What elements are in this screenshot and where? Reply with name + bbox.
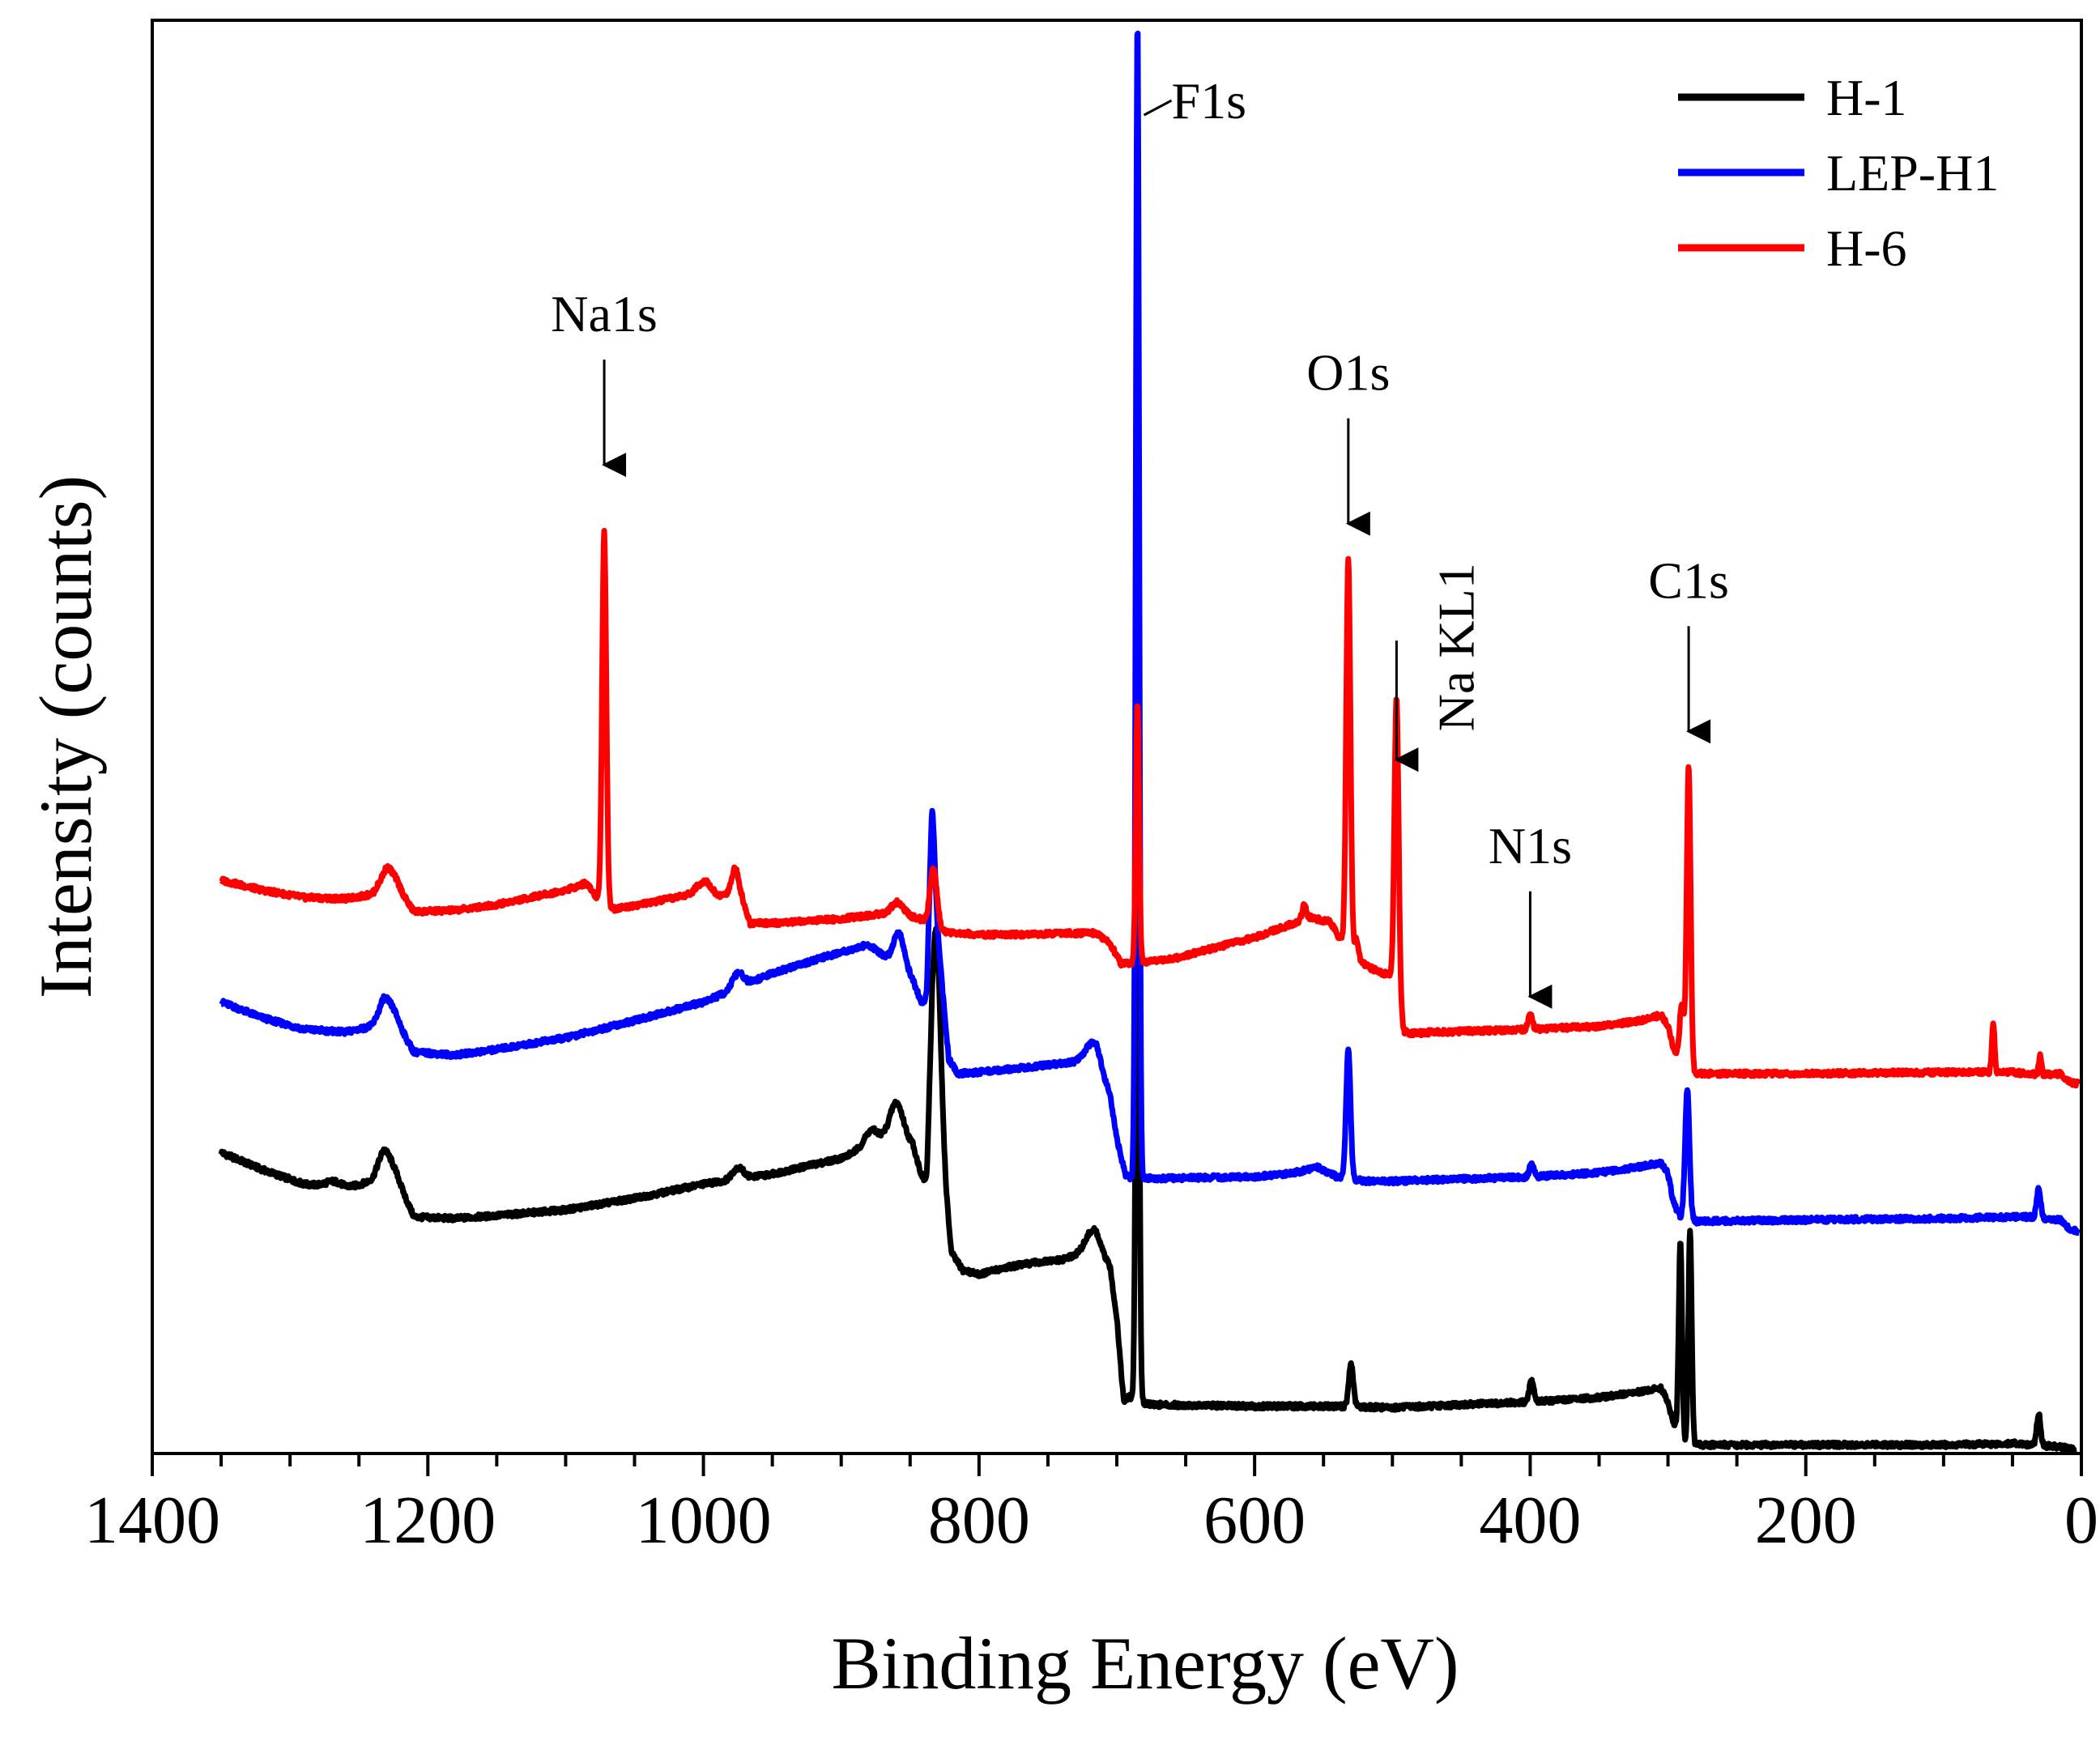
y-axis-title: Intensity (counts) (24, 475, 107, 998)
series-line-lep-h1 (219, 30, 2081, 1236)
x-tick-label: 1200 (360, 1483, 496, 1558)
annotation-o1s: O1s (1306, 344, 1390, 402)
annotation-n1s: N1s (1489, 817, 1572, 875)
legend: H-1 LEP-H1 H-6 (1678, 69, 1999, 277)
legend-label-lep-h1: LEP-H1 (1826, 144, 1999, 202)
plot-frame (151, 19, 2083, 1455)
x-tick-label: 1000 (636, 1483, 772, 1558)
axes: 1400 1200 1000 800 600 400 200 0 Binding Energy … (24, 19, 2098, 1705)
legend-label-h-1: H-1 (1826, 69, 1907, 126)
x-tick-label: 0 (2064, 1483, 2098, 1558)
x-tick-label: 200 (1755, 1483, 1857, 1558)
annotation-na-kl1: Na KL1 (1427, 563, 1484, 731)
x-tick-label: 800 (928, 1483, 1030, 1558)
annotation-leader-f1s (1143, 99, 1173, 117)
x-tick-label: 1400 (84, 1483, 220, 1558)
series-line-h-1 (218, 720, 2077, 1455)
annotation-f1s: F1s (1172, 72, 1247, 130)
x-tick-label: 400 (1479, 1483, 1581, 1558)
x-tick-label: 600 (1203, 1483, 1306, 1558)
annotations: Na1s F1s O1s Na KL1 N1s C1s (551, 72, 1729, 1009)
annotation-c1s: C1s (1648, 551, 1729, 609)
annotation-na1s: Na1s (551, 285, 658, 343)
legend-label-h-6: H-6 (1826, 219, 1907, 277)
series-line-h-6 (219, 527, 2081, 1089)
plot-lines (218, 30, 2081, 1455)
x-axis-title: Binding Energy (eV) (831, 1622, 1459, 1705)
